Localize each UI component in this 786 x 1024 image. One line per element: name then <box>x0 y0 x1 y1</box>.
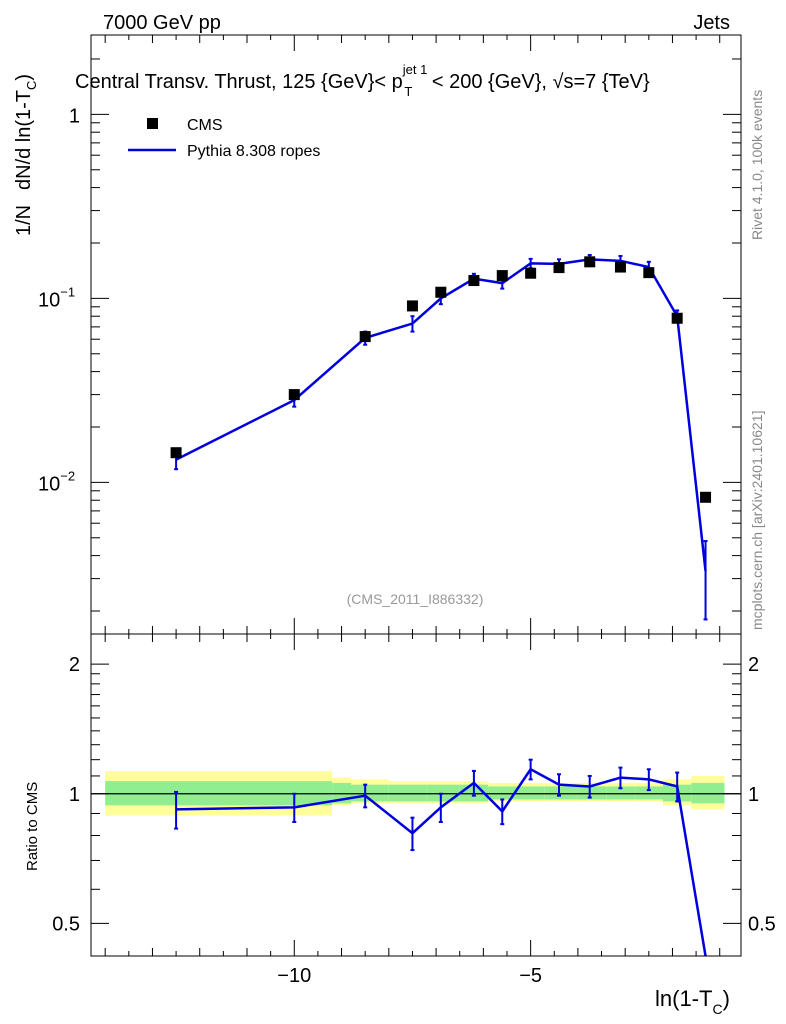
band-inner-segment <box>606 786 635 800</box>
rivet-label: Rivet 4.1.0, 100k events <box>749 90 765 240</box>
data-point <box>614 261 626 273</box>
legend-mc-label: Pythia 8.308 ropes <box>187 143 320 160</box>
data-point <box>700 491 712 503</box>
ratio-series <box>91 758 741 957</box>
header-right: Jets <box>693 12 730 34</box>
axes-ticks <box>91 35 741 956</box>
data-point <box>525 267 537 279</box>
data-point <box>496 270 508 282</box>
data-series <box>170 256 712 503</box>
band-inner-segment <box>516 786 545 800</box>
band-inner-segment <box>691 782 725 804</box>
data-point <box>288 389 300 401</box>
x-tick-label: −5 <box>519 965 542 987</box>
header-left: 7000 GeV pp <box>103 12 221 34</box>
data-point <box>553 262 565 274</box>
x-tick-label: −10 <box>277 965 311 987</box>
band-inner-segment <box>426 784 460 802</box>
ratio-tick-label-left: 2 <box>69 654 80 676</box>
ratio-line <box>176 767 707 957</box>
data-point <box>435 286 447 298</box>
ratio-tick-label-right: 0.5 <box>748 913 776 935</box>
data-point <box>643 267 655 279</box>
y-axis-label-top: dN/d ln(1-TC) <box>13 74 39 190</box>
data-point <box>671 312 683 324</box>
y-tick-label: 1 <box>69 105 80 127</box>
ratio-tick-label-right: 2 <box>748 654 759 676</box>
ratio-frame <box>90 633 742 957</box>
data-point <box>170 447 182 459</box>
y-axis-label-ratio: Ratio to CMS <box>24 782 41 871</box>
data-point <box>584 256 596 268</box>
data-point <box>406 300 418 312</box>
band-inner-segment <box>388 784 427 802</box>
y-axis-label-norm: 1/N <box>13 205 35 236</box>
legend-data-marker <box>147 118 158 129</box>
data-point <box>359 331 371 343</box>
band-inner-segment <box>634 786 663 800</box>
ratio-tick-label-left: 0.5 <box>52 913 80 935</box>
mc-line <box>175 258 707 572</box>
band-inner-segment <box>488 786 517 800</box>
y-tick-label: 10−1 <box>38 284 75 311</box>
analysis-id: (CMS_2011_I886332) <box>347 591 484 607</box>
mcplots-label: mcplots.cern.ch [arXiv:2401.10621] <box>749 411 765 630</box>
ratio-tick-label-left: 1 <box>69 784 80 806</box>
plot-title: Central Transv. Thrust, 125 {GeV}< pjet … <box>75 62 650 99</box>
ratio-tick-label-right: 1 <box>748 784 759 806</box>
y-tick-label: 10−2 <box>38 468 75 495</box>
legend-data-label: CMS <box>187 117 223 134</box>
mc-series <box>174 254 708 621</box>
x-axis-label: ln(1-TC) <box>655 986 730 1017</box>
tick-labels: −10 −5 10−2 10−1 1 0.5 0.5 1 1 2 2 <box>38 105 776 987</box>
data-point <box>468 275 480 287</box>
band-inner-segment <box>544 786 578 800</box>
band-inner-segment <box>577 786 607 800</box>
